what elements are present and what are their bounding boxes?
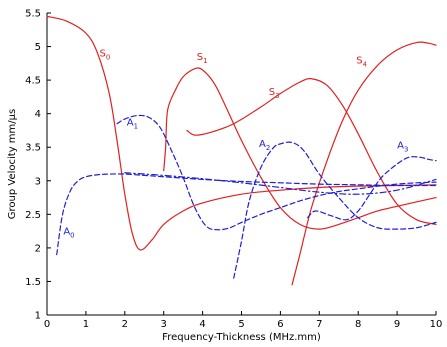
curve-a1	[116, 114, 437, 231]
x-ticks: 0 1 2 3 4 5 6 7 8 9 10	[44, 311, 443, 330]
x-tick-label: 2	[122, 319, 128, 330]
curve-s3	[186, 78, 437, 225]
x-tick-label: 1	[83, 319, 89, 330]
y-tick-label: 5	[35, 42, 41, 53]
y-tick-label: 4.5	[25, 76, 41, 87]
y-tick-label: 5.5	[25, 9, 41, 20]
mode-label-a3: A3	[397, 141, 408, 154]
mode-label-s4: S4	[356, 55, 367, 68]
y-tick-label: 1	[35, 311, 41, 322]
curve-a2	[233, 141, 437, 279]
x-axis-label: Frequency-Thickness (MHz.mm)	[162, 332, 321, 343]
mode-label-s1: S1	[197, 52, 208, 65]
y-ticks: 1 1.5 2 2.5 3 3.5 4 4.5 5 5.5	[25, 9, 51, 322]
y-axis-label: Group Velocity mm/µs	[7, 109, 18, 219]
x-tick-label: 9	[394, 319, 400, 330]
curve-s4	[291, 41, 437, 286]
x-tick-label: 5	[238, 319, 244, 330]
x-tick-label: 4	[199, 319, 205, 330]
mode-label-a0: A0	[63, 226, 74, 239]
y-tick-label: 1.5	[25, 277, 41, 288]
y-tick-label: 2	[35, 243, 41, 254]
y-tick-label: 2.5	[25, 210, 41, 221]
mode-labels: S0 S1 S3 S4 A0 A1 A2 A3	[63, 49, 408, 240]
x-tick-label: 0	[44, 319, 50, 330]
curve-s0	[46, 15, 437, 251]
mode-label-s3: S3	[269, 87, 280, 100]
curve-a-dashdot	[124, 172, 437, 195]
x-tick-label: 10	[430, 319, 443, 330]
mode-label-a2: A2	[259, 139, 270, 152]
x-tick-label: 7	[316, 319, 322, 330]
curve-a3	[307, 156, 437, 221]
x-tick-label: 6	[277, 319, 283, 330]
y-tick-label: 4	[35, 109, 41, 120]
y-tick-label: 3.5	[25, 143, 41, 154]
curve-s1	[163, 67, 437, 230]
curves	[46, 15, 437, 286]
mode-label-s0: S0	[100, 49, 111, 62]
x-tick-label: 3	[161, 319, 167, 330]
x-tick-label: 8	[355, 319, 361, 330]
curve-a0	[56, 173, 437, 256]
y-tick-label: 3	[35, 176, 41, 187]
mode-label-a1: A1	[127, 118, 138, 131]
